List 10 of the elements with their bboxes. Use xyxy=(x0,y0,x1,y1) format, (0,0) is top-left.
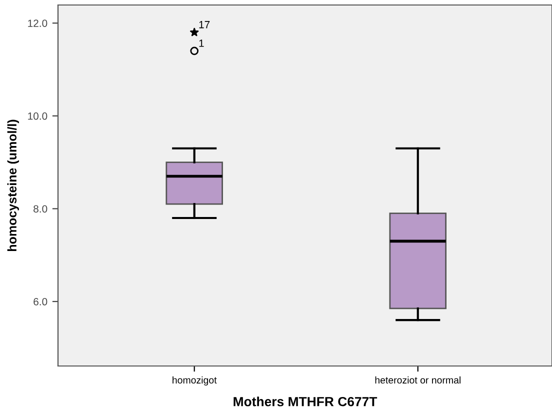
y-tick-label: 10.0 xyxy=(28,112,48,120)
annotation: 1 xyxy=(199,40,204,47)
x-axis-title: Mothers MTHFR C677T xyxy=(234,396,378,406)
y-tick-label: 8.0 xyxy=(34,205,48,213)
y-tick-label: 6.0 xyxy=(34,298,48,306)
y-axis-title: homocysteine (umol/l) xyxy=(7,120,19,251)
x-tick-label: homozigot xyxy=(172,376,217,386)
annotation: 17 xyxy=(199,21,210,28)
x-tick-label: heteroziot or normal xyxy=(375,376,460,384)
y-tick-label: 12.0 xyxy=(28,20,48,27)
